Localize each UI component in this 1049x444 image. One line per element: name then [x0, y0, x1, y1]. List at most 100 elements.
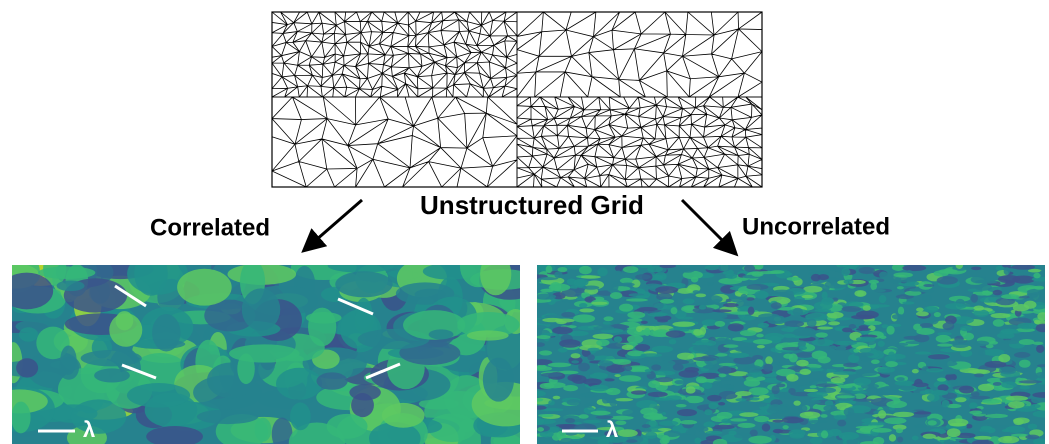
- field-patch: [708, 402, 718, 409]
- field-patch: [1011, 264, 1035, 269]
- field-patch: [641, 321, 648, 324]
- field-patch: [827, 373, 834, 377]
- field-patch: [895, 380, 914, 385]
- field-patch: [694, 438, 701, 444]
- field-patch: [603, 321, 611, 325]
- field-patch: [959, 386, 974, 394]
- field-patch: [655, 286, 678, 294]
- field-patch: [856, 337, 876, 342]
- field-patch: [960, 326, 972, 331]
- field-patch: [889, 354, 906, 360]
- field-patch: [705, 265, 720, 270]
- field-patch: [581, 275, 601, 278]
- field-patch: [538, 414, 553, 417]
- field-patch: [899, 386, 914, 391]
- field-patch: [854, 352, 874, 356]
- field-patch: [591, 302, 607, 305]
- field-patch: [723, 344, 738, 348]
- field-patch: [602, 395, 609, 404]
- field-patch: [695, 293, 706, 297]
- field-patch: [904, 336, 921, 340]
- field-patch: [751, 271, 763, 277]
- field-patch: [818, 274, 829, 280]
- branch-label: Uncorrelated: [742, 213, 890, 240]
- field-patch: [973, 341, 989, 346]
- field-patch: [590, 411, 610, 416]
- field-patch: [807, 262, 817, 271]
- field-patch: [839, 432, 859, 440]
- field-patch: [862, 422, 886, 425]
- field-patch: [878, 410, 886, 419]
- field-patch: [752, 373, 759, 378]
- field-patch: [896, 428, 903, 433]
- field-patch: [923, 284, 934, 287]
- field-patch: [640, 408, 657, 416]
- field-patch: [662, 435, 670, 444]
- field-patch: [885, 361, 897, 367]
- field-patch: [672, 321, 695, 326]
- field-patch: [1037, 312, 1048, 321]
- field-patch: [648, 380, 660, 388]
- field-patch: [928, 354, 950, 359]
- field-patch: [707, 395, 722, 402]
- field-patch: [728, 431, 736, 436]
- field-patch: [0, 273, 53, 310]
- field-patch: [886, 326, 894, 335]
- field-patch: [719, 385, 735, 389]
- field-patch: [548, 400, 555, 405]
- field-patch: [725, 273, 737, 279]
- field-patch: [534, 366, 552, 371]
- field-patch: [1001, 381, 1017, 388]
- field-patch: [801, 295, 813, 299]
- field-patch: [1036, 345, 1044, 353]
- scale-label: λ: [606, 417, 618, 442]
- field-patch: [671, 307, 678, 314]
- field-patch: [1004, 267, 1010, 275]
- field-patch: [909, 288, 922, 291]
- field-patch: [613, 359, 631, 365]
- field-patch: [728, 352, 749, 358]
- field-patch: [276, 368, 322, 400]
- field-patch: [898, 307, 904, 315]
- field-patch: [981, 426, 993, 431]
- field-patch: [803, 286, 822, 293]
- field-patch: [579, 303, 588, 308]
- field-patch: [739, 412, 758, 417]
- field-patch: [934, 270, 949, 276]
- field-patch: [628, 372, 651, 375]
- field-patch: [762, 423, 771, 431]
- field-patch: [584, 404, 592, 408]
- field-patch: [756, 334, 764, 338]
- field-patch: [893, 412, 914, 417]
- field-patch: [744, 265, 755, 272]
- field-patch: [597, 267, 608, 276]
- field-patch: [997, 332, 1015, 339]
- field-patch: [856, 328, 871, 331]
- field-patch: [892, 314, 905, 320]
- field-patch: [910, 314, 916, 322]
- field-patch: [229, 344, 300, 362]
- field-patch: [666, 395, 682, 400]
- field-patch: [991, 313, 1011, 318]
- field-patch: [316, 372, 347, 389]
- field-patch: [614, 336, 623, 342]
- field-patch: [789, 382, 797, 387]
- field-patch: [680, 420, 697, 425]
- field-patch: [197, 409, 258, 424]
- field-patch: [833, 371, 857, 375]
- field-patch: [534, 406, 547, 410]
- field-patch: [483, 358, 514, 402]
- field-patch: [844, 408, 855, 416]
- field-patch: [863, 305, 871, 311]
- field-patch: [998, 354, 1010, 362]
- field-patch: [814, 309, 831, 312]
- field-patch: [677, 353, 694, 360]
- field-patch: [915, 352, 932, 355]
- field-patch: [879, 271, 888, 278]
- unstructured-mesh: [272, 12, 762, 187]
- field-patch: [872, 428, 892, 433]
- field-patch: [956, 262, 964, 269]
- field-patch: [973, 309, 989, 317]
- field-patch: [704, 409, 712, 415]
- field-patch: [571, 353, 581, 358]
